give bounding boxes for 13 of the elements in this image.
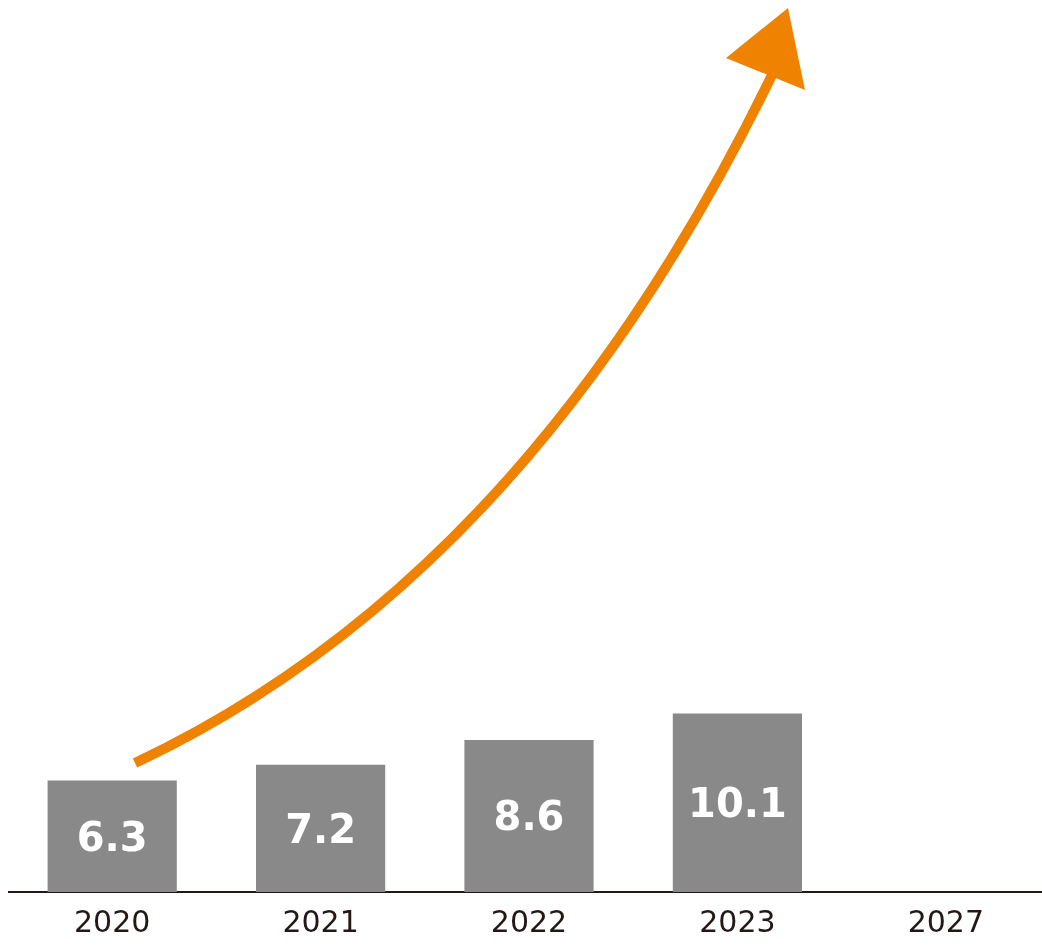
bar xyxy=(256,764,386,892)
x-tick-label: 2020 xyxy=(74,903,151,939)
data-label: 10.1 xyxy=(688,780,787,827)
bar xyxy=(672,713,802,892)
x-tick-label: 2027 xyxy=(907,903,984,939)
data-label: 6.3 xyxy=(76,813,148,860)
x-tick-label: 2022 xyxy=(490,903,568,939)
x-tick-label: 2021 xyxy=(282,903,359,939)
bar xyxy=(47,780,177,892)
x-tick-label: 2023 xyxy=(699,903,776,939)
data-label: 7.2 xyxy=(285,805,357,852)
bar xyxy=(464,739,594,892)
data-label: 8.6 xyxy=(493,793,565,840)
